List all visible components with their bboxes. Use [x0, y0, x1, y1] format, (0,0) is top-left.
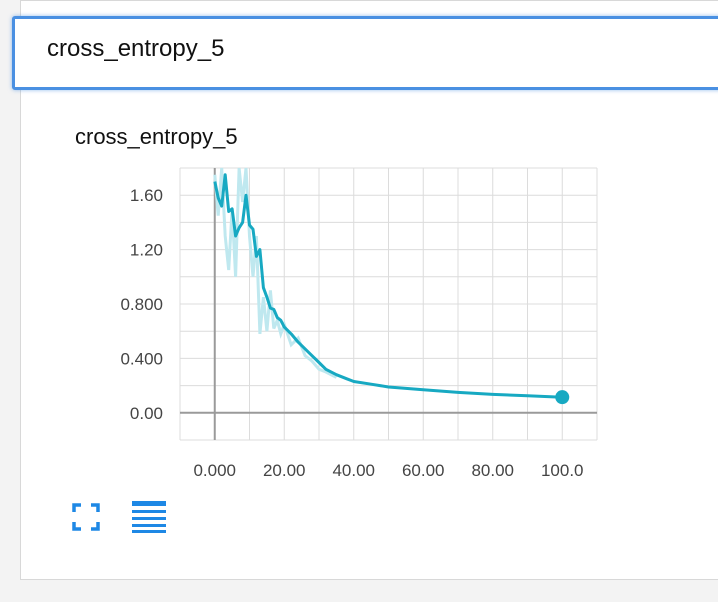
- x-tick-label: 20.00: [263, 461, 306, 480]
- chart-title: cross_entropy_5: [75, 124, 238, 149]
- y-tick-label: 0.400: [120, 349, 163, 368]
- x-tick-label: 0.000: [193, 461, 236, 480]
- y-tick-label: 0.800: [120, 295, 163, 314]
- x-tick-label: 80.00: [471, 461, 514, 480]
- chart-card: [20, 0, 718, 580]
- raw-series-line: [213, 167, 338, 379]
- x-tick-label: 60.00: [402, 461, 445, 480]
- fullscreen-button[interactable]: [72, 503, 100, 531]
- last-point-marker: [555, 390, 570, 405]
- fullscreen-icon: [72, 503, 100, 531]
- data-table-button[interactable]: [132, 500, 168, 534]
- y-tick-label: 1.20: [130, 241, 163, 260]
- smoothed-series-line: [213, 173, 563, 399]
- tag-filter-input[interactable]: [45, 34, 649, 64]
- y-tick-label: 0.00: [130, 404, 163, 423]
- menu-lines-icon: [132, 501, 166, 533]
- y-tick-label: 1.60: [130, 186, 163, 205]
- tag-filter-box[interactable]: [12, 16, 718, 90]
- x-tick-label: 40.00: [332, 461, 375, 480]
- x-tick-label: 100.0: [541, 461, 584, 480]
